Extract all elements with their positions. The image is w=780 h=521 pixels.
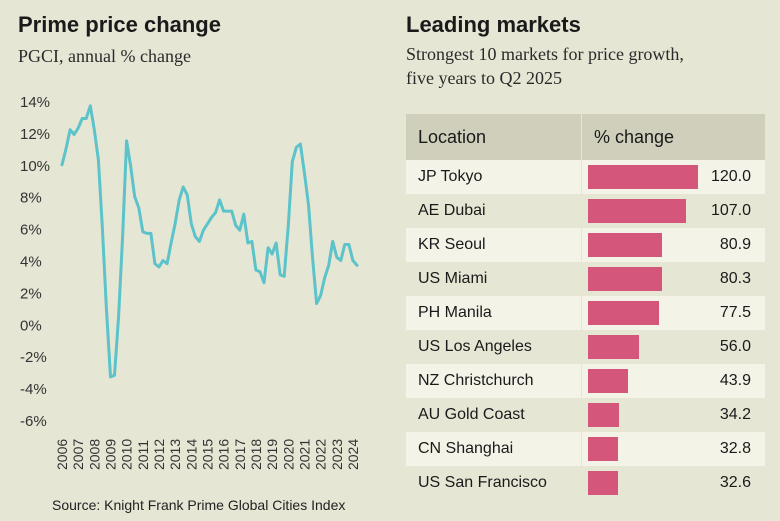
x-tick-label: 2020 xyxy=(280,439,296,470)
change-bar xyxy=(588,437,619,461)
y-tick-label: 6% xyxy=(20,222,42,239)
change-value: 77.5 xyxy=(719,304,751,321)
y-tick-label: 4% xyxy=(20,254,42,271)
row-change-cell: 34.2 xyxy=(581,398,765,432)
y-tick-label: -4% xyxy=(20,381,47,398)
row-change-cell: 56.0 xyxy=(581,330,765,364)
line-chart-subtitle: PGCI, annual % change xyxy=(18,46,191,66)
x-tick-label: 2013 xyxy=(167,439,183,470)
x-tick-label: 2019 xyxy=(264,439,280,470)
row-location: NZ Christchurch xyxy=(418,372,534,389)
row-location: JP Tokyo xyxy=(418,168,483,185)
subtitle-line-2: five years to Q2 2025 xyxy=(406,68,562,88)
y-tick-label: 8% xyxy=(20,190,42,207)
row-change-cell: 77.5 xyxy=(581,296,765,330)
table-row: US San Francisco 32.6 xyxy=(406,466,765,500)
row-change-cell: 32.6 xyxy=(581,466,765,500)
x-tick-label: 2012 xyxy=(151,439,167,470)
y-tick-label: 12% xyxy=(20,126,50,143)
table-row: NZ Christchurch 43.9 xyxy=(406,364,765,398)
row-location: KR Seoul xyxy=(418,236,486,253)
x-tick-label: 2015 xyxy=(199,439,215,470)
row-change-cell: 80.3 xyxy=(581,262,765,296)
subtitle-line-1: Strongest 10 markets for price growth, xyxy=(406,44,684,64)
row-change-cell: 32.8 xyxy=(581,432,765,466)
x-tick-label: 2024 xyxy=(345,439,361,470)
x-tick-label: 2017 xyxy=(232,439,248,470)
x-tick-label: 2006 xyxy=(54,439,70,470)
change-value: 32.8 xyxy=(719,440,751,457)
change-bar xyxy=(588,335,640,359)
row-change-cell: 43.9 xyxy=(581,364,765,398)
line-chart: -6%-4%-2%0%2%4%6%8%10%12%14% 2006 2007 200… xyxy=(20,94,361,470)
table-row: JP Tokyo 120.0 xyxy=(406,160,765,194)
change-value: 34.2 xyxy=(719,406,751,423)
change-bar xyxy=(588,403,620,427)
y-tick-label: 2% xyxy=(20,285,42,302)
x-tick-label: 2021 xyxy=(296,439,312,470)
y-tick-label: 10% xyxy=(20,158,50,175)
change-value: 107.0 xyxy=(710,202,751,219)
table-row: AE Dubai 107.0 xyxy=(406,194,765,228)
row-location: PH Manila xyxy=(418,304,492,321)
change-value: 80.3 xyxy=(719,270,751,287)
x-tick-label: 2007 xyxy=(70,439,86,470)
change-bar xyxy=(588,267,662,291)
x-tick-label: 2009 xyxy=(102,439,118,470)
change-bar xyxy=(588,471,618,495)
change-bar xyxy=(588,165,698,189)
x-tick-label: 2016 xyxy=(216,439,232,470)
x-tick-label: 2023 xyxy=(329,439,345,470)
x-tick-label: 2018 xyxy=(248,439,264,470)
table-row: PH Manila 77.5 xyxy=(406,296,765,330)
table-body: JP Tokyo 120.0 AE Dubai 107.0 KR Seoul 80.9 US… xyxy=(406,160,765,500)
source-note: Source: Knight Frank Prime Global Cities… xyxy=(52,497,346,513)
leading-markets-table: Location % change JP Tokyo 120.0 AE Dubai 1… xyxy=(406,114,765,500)
x-axis-ticks: 2006 2007 2008 2009 2010 2011 2012 2013 2014 2015… xyxy=(54,439,361,470)
change-value: 32.6 xyxy=(719,474,751,491)
table-row: AU Gold Coast 34.2 xyxy=(406,398,765,432)
row-change-cell: 107.0 xyxy=(581,194,765,228)
change-value: 56.0 xyxy=(719,338,751,355)
table-header-row: Location % change xyxy=(406,114,765,160)
x-tick-label: 2022 xyxy=(313,439,329,470)
line-chart-title: Prime price change xyxy=(18,12,221,37)
change-value: 120.0 xyxy=(710,168,751,185)
row-change-cell: 80.9 xyxy=(581,228,765,262)
row-location: AE Dubai xyxy=(418,202,486,219)
table-row: KR Seoul 80.9 xyxy=(406,228,765,262)
bar-table-subtitle: Strongest 10 markets for price growth, f… xyxy=(406,42,766,90)
change-bar xyxy=(588,199,687,223)
row-change-cell: 120.0 xyxy=(581,160,765,194)
header-location: Location xyxy=(418,126,487,147)
table-row: US Miami 80.3 xyxy=(406,262,765,296)
row-location: CN Shanghai xyxy=(418,440,514,457)
change-bar xyxy=(588,233,663,257)
y-tick-label: -2% xyxy=(20,349,47,366)
change-value: 80.9 xyxy=(719,236,751,253)
series-line xyxy=(60,104,359,379)
row-location: US San Francisco xyxy=(418,474,547,491)
y-axis-ticks: -6% -4% -2% 0% 2% 4% 6% 8% 10% 12% 14% xyxy=(20,94,50,430)
header-change: % change xyxy=(581,114,765,160)
x-tick-label: 2008 xyxy=(86,439,102,470)
table-row: US Los Angeles 56.0 xyxy=(406,330,765,364)
y-tick-label: 14% xyxy=(20,94,50,111)
y-tick-label: -6% xyxy=(20,413,47,430)
change-value: 43.9 xyxy=(719,372,751,389)
row-location: US Miami xyxy=(418,270,488,287)
change-bar xyxy=(588,301,659,325)
x-tick-label: 2011 xyxy=(135,440,151,470)
bar-table-title: Leading markets xyxy=(406,12,581,37)
y-tick-label: 0% xyxy=(20,317,42,334)
table-row: CN Shanghai 32.8 xyxy=(406,432,765,466)
x-tick-label: 2014 xyxy=(183,439,199,470)
x-tick-label: 2010 xyxy=(119,439,135,470)
row-location: AU Gold Coast xyxy=(418,406,525,423)
change-bar xyxy=(588,369,629,393)
row-location: US Los Angeles xyxy=(418,338,532,355)
